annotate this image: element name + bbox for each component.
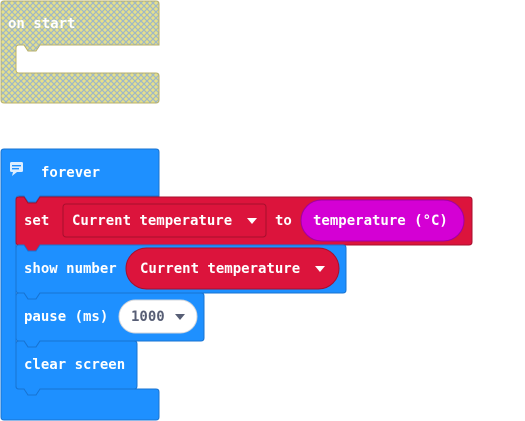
on-start-label: on start (8, 16, 76, 32)
pause-label: pause (ms) (24, 309, 109, 325)
temperature-sensor-block[interactable] (300, 199, 465, 242)
clear-screen-label: clear screen (24, 357, 126, 373)
comment-icon[interactable] (10, 162, 23, 176)
caret-down-icon (315, 266, 325, 272)
pause-duration-value[interactable]: 1000 (131, 309, 165, 325)
show-number-variable-pill[interactable] (125, 247, 340, 290)
pause-duration-pill[interactable] (118, 299, 198, 334)
temperature-sensor-label[interactable]: temperature (°C) (313, 213, 448, 229)
clear-screen-block[interactable] (15, 340, 138, 396)
caret-down-icon (175, 314, 185, 320)
set-label: set (24, 213, 50, 229)
show-number-variable-name[interactable]: Current temperature (140, 261, 301, 277)
show-number-label: show number (24, 261, 117, 277)
forever-block[interactable] (0, 148, 160, 421)
to-label: to (275, 213, 292, 229)
caret-down-icon (247, 218, 257, 224)
set-variable-name[interactable]: Current temperature (72, 213, 233, 229)
set-variable-dropdown[interactable] (62, 203, 267, 238)
forever-label: forever (41, 165, 101, 181)
on-start-block[interactable] (0, 0, 160, 104)
